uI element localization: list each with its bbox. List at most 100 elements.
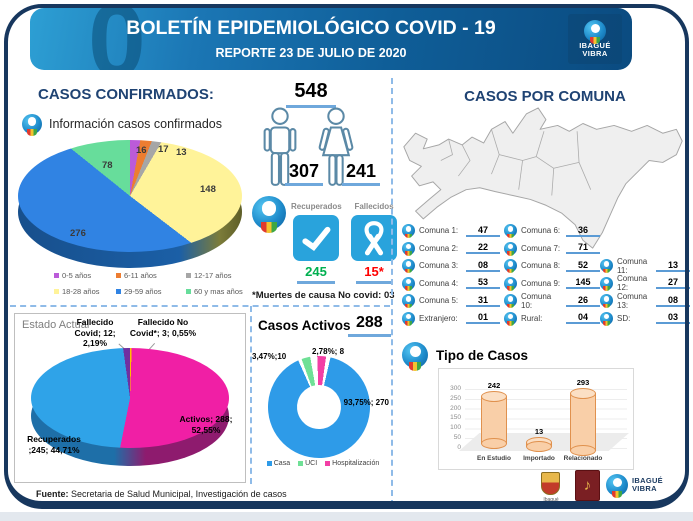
source-note: Fuente: Secretaria de Salud Municipal, I… [36, 489, 287, 499]
non-covid-deaths-footnote: *Muertes de causa No covid: 03 [252, 290, 395, 301]
brand-text-top: IBAGUÉ [579, 41, 611, 50]
comuna-row: SD: 03 [600, 311, 690, 326]
comuna-value: 04 [566, 312, 600, 324]
fallecidos-label: Fallecidos [354, 202, 394, 211]
deceased-tile [351, 215, 397, 261]
casos-activos-title: Casos Activos [258, 318, 351, 333]
legend-item: 6-11 años [116, 271, 186, 280]
comuna-row: Comuna 1: 47 [402, 224, 500, 239]
section-title-casos-por-comuna: CASOS POR COMUNA [464, 88, 626, 105]
pin-icon [504, 276, 517, 291]
tipo-de-casos-bar-chart: 300 250 200 150 100 50 0 242 13 293 En E… [438, 368, 634, 470]
comuna-label: Comuna 8: [521, 261, 561, 270]
label-recuperados: Recuperados ;245; 44,71% [27, 434, 81, 455]
legend-item: 0-5 años [54, 271, 116, 280]
comuna-column-2: Comuna 6: 36 Comuna 7: 71 Comuna 8: 52 Comu… [504, 224, 600, 326]
donut-label-uci: 3,47%;10 [252, 352, 287, 361]
bar-value-relacionado: 293 [576, 378, 590, 387]
tipo-de-casos-header: Tipo de Casos [402, 342, 529, 371]
pin-icon [600, 294, 613, 309]
casos-activos-total-value: 288 [348, 314, 391, 337]
ibague-vibra-logo: IBAGUÉ VIBRA [568, 14, 622, 64]
pin-icon [504, 311, 517, 326]
comuna-column-3: Comuna 11: 13 Comuna 12: 27 Comuna 13: 08 S… [600, 256, 690, 326]
info-confirmados-row: Información casos confirmados [22, 114, 222, 136]
donut-label-casa: 93,75%; 270 [343, 398, 389, 407]
comuna-row: Comuna 7: 71 [504, 241, 600, 256]
pin-icon [402, 241, 415, 256]
divider [250, 306, 252, 484]
comuna-value: 47 [466, 225, 500, 237]
conservatorio-logo: ♪ [575, 470, 600, 501]
comuna-value: 71 [566, 242, 600, 254]
deceased-count: 15* [351, 264, 397, 284]
comuna-label: Comuna 11: [617, 256, 648, 275]
donut-label-hospitalizacion: 2,78%; 8 [312, 347, 345, 356]
legend-label: 12-17 años [194, 271, 232, 280]
y-tick: 0 [457, 444, 461, 451]
comuna-value: 145 [566, 277, 600, 289]
divider [391, 78, 393, 506]
legend-label: 60 y mas años [194, 287, 243, 296]
swatch-29-59 [116, 289, 121, 294]
alcaldia-caption: Ibagué [543, 497, 559, 503]
comuna-value: 26 [566, 295, 600, 307]
comuna-row: Comuna 6: 36 [504, 224, 600, 239]
ibague-vibra-footer-logo: IBAGUÉ VIBRA [606, 474, 663, 499]
comuna-label: Comuna 6: [521, 226, 561, 235]
pin-icon [504, 241, 517, 256]
male-count-value: 307 [285, 161, 324, 186]
legend-item: UCI [298, 460, 317, 467]
comuna-value: 03 [656, 312, 690, 324]
legend-label: 29-59 años [124, 287, 162, 296]
ibague-vibra-pin-icon [584, 20, 606, 45]
source-note-bold: Fuente: [36, 489, 69, 499]
y-tick: 200 [450, 405, 461, 412]
swatch-casa [266, 461, 272, 466]
male-icon [263, 107, 297, 186]
check-icon [302, 226, 331, 252]
comuna-label: Comuna 5: [419, 296, 459, 305]
legend-item: 60 y mas años [186, 287, 250, 296]
estado-pie [31, 348, 229, 448]
comuna-value: 53 [466, 277, 500, 289]
swatch-12-17 [186, 273, 191, 278]
legend-item: 12-17 años [186, 271, 250, 280]
tipo-de-casos-title: Tipo de Casos [436, 347, 529, 363]
age-pie-value-18-28: 148 [200, 184, 216, 195]
alcaldia-crest [541, 472, 560, 495]
comuna-value: 08 [466, 260, 500, 272]
comuna-label: Comuna 7: [521, 243, 561, 253]
comuna-label: Rural: [521, 313, 543, 323]
age-pie [18, 140, 242, 252]
brand-text-bottom: VIBRA [582, 49, 608, 58]
casos-activos-total: 288 [348, 314, 391, 337]
total-cases-value: 548 [286, 80, 336, 108]
comuna-label: Comuna 2: [419, 243, 459, 253]
section-title-casos-confirmados: CASOS CONFIRMADOS: [38, 86, 214, 103]
swatch-0-5 [54, 273, 59, 278]
estado-actual-title: Estado Actual [22, 319, 90, 331]
female-count: 241 [342, 161, 381, 186]
comuna-row: Comuna 9: 145 [504, 276, 600, 291]
category-label: En Estudio [477, 455, 511, 462]
comuna-row: Comuna 8: 52 [504, 259, 600, 274]
comuna-row: Extranjero: 01 [402, 311, 500, 326]
legend-item: 18-28 años [54, 287, 116, 296]
pin-icon [600, 259, 613, 274]
source-note-text: Secretaria de Salud Municipal, Investiga… [68, 489, 287, 499]
category-label: Relacionado [563, 455, 603, 462]
comuna-value: 08 [656, 295, 690, 307]
bar-value-importado: 13 [534, 427, 544, 436]
report-date: REPORTE 23 DE JULIO DE 2020 [215, 46, 407, 60]
pin-icon [504, 294, 517, 309]
pin-icon [402, 311, 415, 326]
female-icon [318, 107, 354, 186]
legend-item: Hospitalización [325, 460, 379, 467]
ibague-vibra-pin-icon [606, 474, 628, 499]
age-pie-value-6-11: 17 [158, 144, 169, 155]
label-fallecido-no-covid: Fallecido No Covid*; 3; 0,55% [129, 317, 197, 338]
ibague-vibra-pin-icon [22, 114, 42, 136]
pin-icon [600, 311, 613, 326]
ribbon-icon [364, 221, 384, 256]
